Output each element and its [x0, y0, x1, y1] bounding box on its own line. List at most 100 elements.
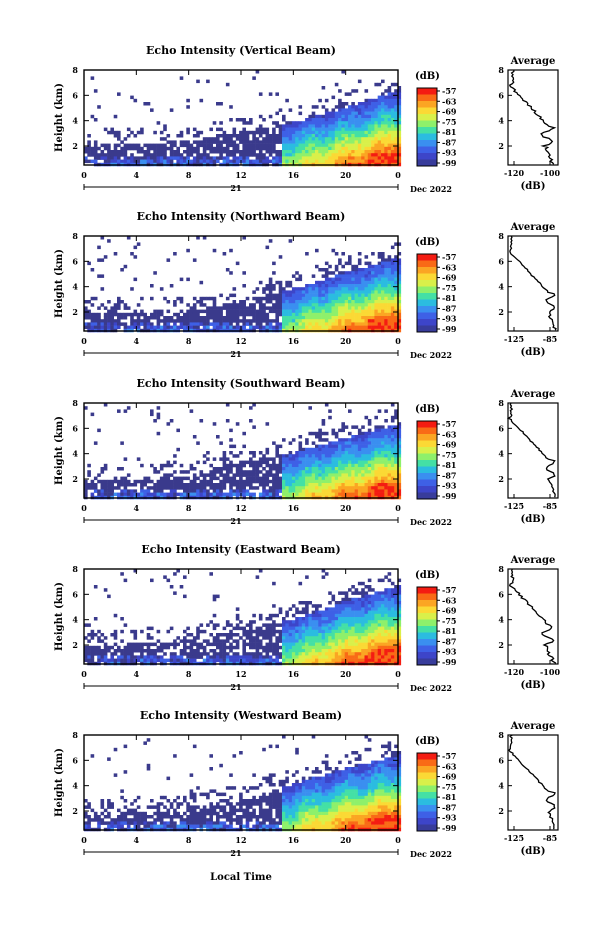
colorbar-segment [417, 441, 437, 448]
x-tick-label: 0 [81, 336, 87, 346]
profile-x-tick-label: -120 [504, 667, 524, 677]
profile-y-tick-label: 2 [498, 640, 504, 650]
profile-x-tick-label: -125 [504, 501, 524, 511]
x-tick-label: 20 [340, 170, 352, 180]
profile-x-tick-label: -100 [540, 667, 560, 677]
colorbar-segment [417, 101, 437, 108]
x-axis-label: Local Time [210, 872, 272, 883]
colorbar-label: -93 [442, 481, 457, 491]
x-tick-label: 12 [235, 503, 246, 513]
y-axis-label: Height (km) [54, 748, 65, 817]
colorbar-label: -87 [442, 303, 456, 313]
beam-panel-1: Echo Intensity (Vertical Beam)2468Height… [54, 44, 560, 194]
colorbar-segment [417, 594, 437, 601]
panel-title: Echo Intensity (Westward Beam) [140, 709, 342, 722]
echo-intensity-heatmap [84, 735, 401, 831]
colorbar-segment [417, 818, 437, 825]
colorbar-segment [417, 434, 437, 441]
profile-title: Average [510, 56, 556, 67]
colorbar-segment [417, 274, 437, 281]
colorbar-label: -57 [442, 751, 456, 761]
x-tick-label: 8 [186, 835, 192, 845]
colorbar-unit: (dB) [415, 237, 440, 248]
y-tick-label: 8 [72, 231, 78, 241]
x-tick-label: 0 [395, 503, 401, 513]
profile-x-tick-label: -85 [543, 501, 557, 511]
colorbar-segment [417, 812, 437, 819]
x-tick-label: 16 [288, 336, 300, 346]
y-tick-label: 8 [72, 65, 78, 75]
profile-frame [508, 236, 558, 331]
colorbar-label: -75 [442, 283, 456, 293]
colorbar-segment [417, 607, 437, 614]
colorbar-segment [417, 620, 437, 627]
colorbar-label: -81 [442, 127, 456, 137]
profile-x-label: (dB) [521, 181, 546, 192]
colorbar-segment [417, 254, 437, 261]
average-profile-line [510, 569, 556, 663]
y-tick-label: 6 [72, 755, 78, 765]
colorbar-label: -81 [442, 293, 456, 303]
y-tick-label: 2 [72, 474, 78, 484]
panel-title: Echo Intensity (Eastward Beam) [141, 543, 340, 556]
x-tick-label: 8 [186, 669, 192, 679]
colorbar-label: -81 [442, 792, 456, 802]
colorbar-segment [417, 313, 437, 320]
profile-y-tick-label: 6 [498, 589, 504, 599]
y-tick-label: 6 [72, 589, 78, 599]
x-tick-label: 0 [395, 170, 401, 180]
colorbar-label: -75 [442, 782, 456, 792]
colorbar-label: -75 [442, 117, 456, 127]
colorbar-segment [417, 467, 437, 474]
x-tick-label: 4 [134, 835, 140, 845]
x-tick-label: 0 [81, 170, 87, 180]
colorbar-segment [417, 95, 437, 102]
colorbar-label: -99 [442, 324, 457, 334]
colorbar-label: -87 [442, 137, 456, 147]
echo-intensity-heatmap [84, 403, 401, 499]
colorbar-label: -57 [442, 585, 456, 595]
colorbar-segment [417, 792, 437, 799]
y-tick-label: 4 [72, 615, 78, 625]
colorbar-label: -69 [442, 772, 457, 782]
profile-y-tick-label: 2 [498, 806, 504, 816]
colorbar-segment [417, 428, 437, 435]
colorbar-label: -87 [442, 636, 456, 646]
profile-y-tick-label: 8 [498, 231, 504, 241]
colorbar-label: -99 [442, 657, 457, 667]
colorbar-label: -63 [442, 761, 457, 771]
colorbar-unit: (dB) [415, 570, 440, 581]
colorbar-segment [417, 786, 437, 793]
profile-x-tick-label: -125 [504, 334, 524, 344]
profile-y-tick-label: 2 [498, 474, 504, 484]
y-tick-label: 2 [72, 141, 78, 151]
profile-y-tick-label: 8 [498, 65, 504, 75]
colorbar-segment [417, 760, 437, 767]
colorbar-segment [417, 114, 437, 121]
colorbar-segment [417, 626, 437, 633]
profile-x-tick-label: -85 [543, 833, 557, 843]
x-tick-label: 4 [134, 170, 140, 180]
colorbar-segment [417, 108, 437, 115]
profile-y-tick-label: 2 [498, 141, 504, 151]
day-label: 21 [230, 349, 241, 359]
x-tick-label: 16 [288, 170, 300, 180]
profile-x-tick-label: -125 [504, 833, 524, 843]
colorbar-label: -81 [442, 460, 456, 470]
profile-y-tick-label: 6 [498, 755, 504, 765]
colorbar-segment [417, 587, 437, 594]
date-label: Dec 2022 [410, 849, 452, 859]
colorbar-segment [417, 127, 437, 134]
x-tick-label: 20 [340, 835, 352, 845]
colorbar-segment [417, 121, 437, 128]
y-tick-label: 4 [72, 116, 78, 126]
colorbar-segment [417, 646, 437, 653]
profile-title: Average [510, 389, 556, 400]
colorbar-segment [417, 613, 437, 620]
colorbar-segment [417, 153, 437, 160]
colorbar-segment [417, 753, 437, 760]
x-tick-label: 4 [134, 336, 140, 346]
colorbar-segment [417, 805, 437, 812]
colorbar-segment [417, 480, 437, 487]
